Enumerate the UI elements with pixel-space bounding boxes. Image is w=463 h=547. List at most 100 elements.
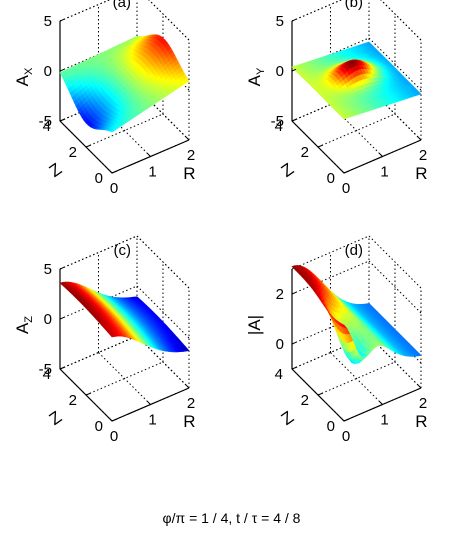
y-tick-label: 0 [327, 170, 335, 187]
z-tick [291, 291, 297, 295]
grid-line [330, 352, 383, 405]
z-tick-label: 5 [276, 13, 284, 30]
z-tick [291, 18, 297, 22]
y-tick [59, 366, 66, 370]
z-tick-label: 5 [44, 261, 52, 278]
x-tick [108, 417, 113, 422]
x-tick-label: 0 [110, 428, 118, 445]
y-tick-label: 2 [69, 144, 77, 161]
x-tick [185, 384, 190, 389]
x-axis-label: R [183, 412, 195, 431]
x-tick-label: 1 [380, 164, 388, 181]
surface [291, 41, 422, 120]
y-tick [291, 118, 298, 122]
z-tick-label: -5 [39, 361, 52, 378]
y-tick-label: 4 [43, 118, 51, 135]
z-axis-label: |A| [245, 315, 264, 335]
x-tick [340, 169, 345, 174]
y-tick [291, 366, 298, 370]
x-tick [108, 169, 113, 174]
grid-line [136, 235, 190, 289]
z-tick-label: 0 [276, 336, 284, 353]
y-axis-label: Z [46, 407, 65, 429]
chart-panel-a: 5 0 -5 0 2 4 0 1 2 AX Z R (a) [13, 0, 196, 197]
z-tick [59, 266, 65, 270]
z-tick-label: 2 [276, 286, 284, 303]
z-tick-label: 0 [44, 63, 52, 80]
y-tick-label: 0 [327, 418, 335, 435]
figure-caption: φ/π = 1 / 4, t / τ = 4 / 8 [0, 510, 463, 526]
x-axis-label: R [183, 164, 195, 183]
z-tick-label: -5 [39, 113, 52, 130]
z-axis-label-subscript: X [23, 67, 35, 75]
chart-panel-b: 5 0 -5 0 2 4 0 1 2 AY Z R (b) [245, 0, 428, 197]
x-tick-label: 2 [187, 395, 195, 412]
y-tick [111, 170, 118, 174]
y-tick-label: 2 [69, 392, 77, 409]
x-tick-label: 2 [419, 147, 427, 164]
z-tick [59, 18, 65, 22]
y-tick-label: 4 [275, 366, 283, 383]
grid-line [368, 235, 422, 289]
y-axis-label: Z [278, 159, 297, 181]
surface [59, 281, 190, 353]
x-tick [417, 384, 422, 389]
grid-line [380, 0, 422, 41]
z-tick-label: -5 [271, 113, 284, 130]
x-tick-label: 0 [110, 180, 118, 197]
x-tick-label: 1 [148, 164, 156, 181]
y-tick [85, 144, 92, 148]
grid-line [368, 37, 422, 91]
panel-label: (a) [113, 0, 131, 11]
y-tick-label: 0 [95, 170, 103, 187]
caption-phi: φ [162, 510, 172, 526]
x-tick [147, 153, 151, 157]
surface [59, 34, 190, 133]
y-tick [85, 392, 92, 396]
caption-tau: τ [251, 510, 258, 526]
y-tick [111, 418, 118, 422]
x-axis-label: R [415, 164, 427, 183]
y-tick [343, 170, 350, 174]
caption-text-1: /π = 1 / 4, t / [171, 510, 252, 526]
y-tick-label: 4 [275, 118, 283, 135]
surface-patch [415, 91, 422, 96]
grid-line [136, 285, 190, 339]
y-tick [317, 392, 324, 396]
y-tick [317, 144, 324, 148]
x-tick [147, 401, 151, 405]
x-tick-label: 1 [380, 412, 388, 429]
x-tick-label: 2 [419, 395, 427, 412]
surface-patch [183, 77, 190, 84]
grid-line [148, 0, 190, 41]
x-tick-label: 2 [187, 147, 195, 164]
x-tick [340, 417, 345, 422]
x-tick [185, 136, 190, 141]
z-axis-label: AZ [13, 316, 35, 334]
y-axis-label: Z [46, 159, 65, 181]
z-axis-label: AX [13, 67, 35, 86]
x-tick [417, 136, 422, 141]
grid-line [98, 352, 151, 405]
z-axis-label: AY [245, 67, 267, 86]
surface [291, 264, 422, 364]
y-tick [59, 118, 66, 122]
x-tick [379, 153, 383, 157]
x-tick-label: 0 [342, 180, 350, 197]
y-tick-label: 2 [301, 144, 309, 161]
panel-label: (c) [114, 242, 132, 259]
panel-label: (d) [345, 242, 363, 259]
surface-patch [415, 352, 422, 357]
grid-line [368, 260, 422, 314]
z-axis-label-subscript: Z [23, 316, 35, 323]
z-tick [291, 68, 297, 72]
panel-label: (b) [345, 0, 363, 11]
x-tick-label: 0 [342, 428, 350, 445]
z-axis-label-subscript: Y [255, 67, 267, 75]
y-tick [343, 418, 350, 422]
z-tick-label: 0 [44, 311, 52, 328]
x-axis-label: R [415, 412, 427, 431]
